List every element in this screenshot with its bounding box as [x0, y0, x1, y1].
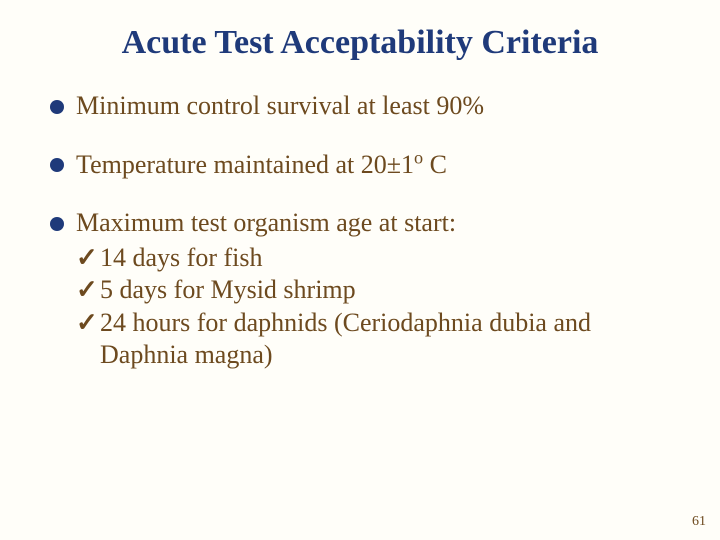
bullet-text: Temperature maintained at 20±1o C: [76, 150, 447, 179]
page-number: 61: [692, 514, 706, 530]
sub-item: 14 days for fish: [76, 242, 672, 275]
bullet-item: Minimum control survival at least 90%: [48, 90, 672, 123]
slide-title: Acute Test Acceptability Criteria: [48, 24, 672, 62]
bullet-item: Temperature maintained at 20±1o C: [48, 149, 672, 182]
bullet-list: Minimum control survival at least 90% Te…: [48, 90, 672, 372]
sub-text: 5 days for Mysid shrimp: [100, 275, 356, 304]
sub-item: 5 days for Mysid shrimp: [76, 274, 672, 307]
sub-text: 24 hours for daphnids (Ceriodaphnia dubi…: [100, 308, 591, 370]
slide: Acute Test Acceptability Criteria Minimu…: [0, 0, 720, 540]
sub-list: 14 days for fish 5 days for Mysid shrimp…: [76, 242, 672, 372]
bullet-text: Minimum control survival at least 90%: [76, 91, 484, 120]
bullet-text: Maximum test organism age at start:: [76, 208, 456, 237]
sub-text: 14 days for fish: [100, 243, 262, 272]
sub-item: 24 hours for daphnids (Ceriodaphnia dubi…: [76, 307, 672, 372]
bullet-item: Maximum test organism age at start: 14 d…: [48, 207, 672, 372]
